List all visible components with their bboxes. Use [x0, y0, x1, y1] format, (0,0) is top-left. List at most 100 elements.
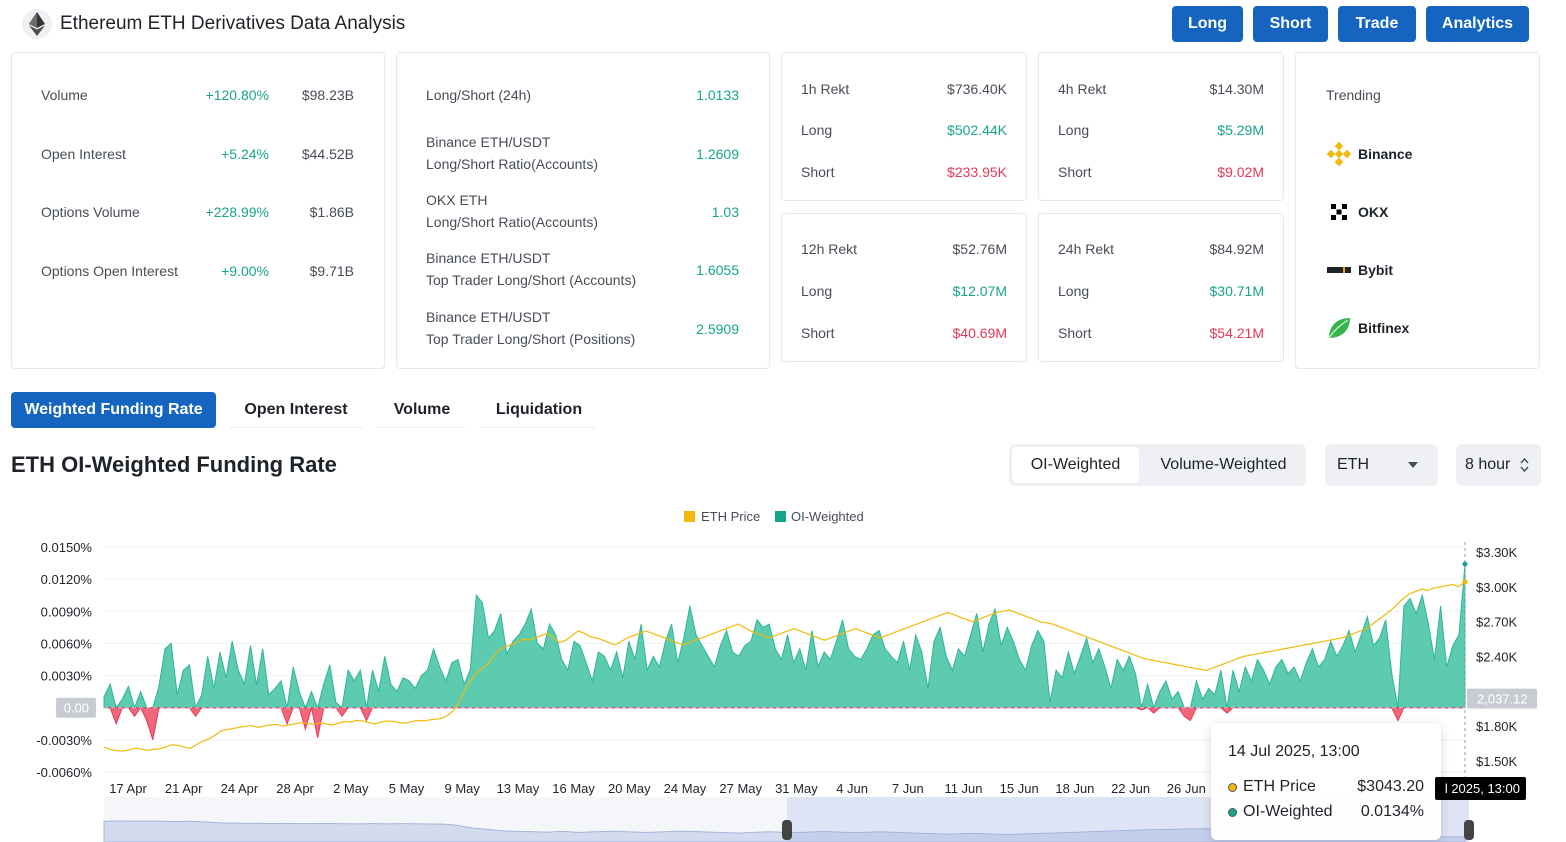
stat-value: $1.86B [309, 204, 354, 220]
ratio-label: Long/Short (24h) [426, 87, 532, 103]
y-right-tick-label: $2.40K [1476, 650, 1518, 665]
rekt-long-value: $12.07M [952, 283, 1007, 299]
rekt-long-value: $30.71M [1209, 283, 1264, 299]
market-stats-card: Volume +120.80% $98.23B Open Interest +5… [11, 52, 385, 369]
x-tick-label: 16 May [552, 781, 595, 796]
tab-open-interest[interactable]: Open Interest [229, 392, 363, 428]
x-tick-label: 17 Apr [109, 781, 147, 796]
x-tick-label: 18 Jun [1055, 781, 1094, 796]
legend-swatch-oi-weighted [775, 511, 786, 522]
y-tick-label: 0.0150% [41, 540, 93, 555]
oi-weighted-positive-area [103, 564, 1466, 710]
x-tick-label: 21 Apr [165, 781, 203, 796]
trending-item-label: Bitfinex [1358, 320, 1410, 336]
ratio-value: 1.0133 [696, 87, 739, 103]
ratio-value: 1.2609 [696, 146, 739, 162]
tooltip-series-value: $3043.20 [1357, 778, 1424, 795]
y-right-tick-label: $3.30K [1476, 545, 1518, 560]
chart-tooltip: 14 Jul 2025, 13:00 ETH Price $3043.20 OI… [1211, 723, 1441, 840]
rekt-short-value: $40.69M [952, 325, 1007, 341]
stat-value: $44.52B [301, 146, 354, 162]
tab-weighted-funding-rate[interactable]: Weighted Funding Rate [11, 392, 216, 428]
x-tick-label: 20 May [608, 781, 651, 796]
trending-item-bybit[interactable]: Bybit [1326, 257, 1393, 283]
tooltip-series-value: 0.0134% [1360, 803, 1424, 820]
zoom-handle-left [782, 820, 792, 840]
y-tick-label: 0.0030% [41, 669, 93, 684]
stat-change: +9.00% [221, 263, 269, 279]
ratio-value: 1.6055 [696, 262, 739, 278]
rekt-title: 4h Rekt [1058, 81, 1107, 97]
tooltip-row-price: ETH Price $3043.20 [1228, 778, 1424, 796]
x-tick-label: 24 May [664, 781, 707, 796]
stat-value: $98.23B [301, 87, 354, 103]
tooltip-date: 14 Jul 2025, 13:00 [1228, 743, 1360, 760]
y-axis-right: $3.30K $3.00K $2.70K $2.40K 2,037.12 $1.80K $1… [1467, 545, 1537, 769]
y-tick-label: 0.0060% [41, 636, 93, 651]
stat-change: +5.24% [221, 146, 269, 162]
trending-item-bitfinex[interactable]: Bitfinex [1326, 315, 1409, 341]
long-short-ratio-card: Long/Short (24h) 1.0133 Binance ETH/USDT… [396, 52, 770, 369]
y-tick-label: 0.00 [64, 701, 89, 716]
ratio-label: Binance ETH/USDT Long/Short Ratio(Account… [426, 134, 598, 172]
eth-price-line [103, 581, 1466, 752]
short-button[interactable]: Short [1253, 6, 1328, 42]
interval-select[interactable]: 8 hour [1456, 444, 1541, 486]
trending-item-label: Bybit [1358, 262, 1393, 278]
rekt-card-12h: 12h Rekt $52.76M Long $12.07M Short $40.69M [781, 213, 1027, 362]
rekt-long-label: Long [1058, 283, 1090, 299]
trending-item-binance[interactable]: Binance [1326, 141, 1412, 167]
rekt-total: $14.30M [1209, 81, 1264, 97]
y-tick-label: -0.0060% [36, 765, 92, 780]
rekt-title: 1h Rekt [801, 81, 850, 97]
bybit-logo-icon [1327, 267, 1351, 273]
ratio-label: OKX ETH Long/Short Ratio(Accounts) [426, 192, 598, 230]
coin-select[interactable]: ETH [1325, 444, 1438, 486]
trending-item-okx[interactable]: OKX [1326, 199, 1388, 225]
ratio-value: 1.03 [711, 204, 739, 220]
rekt-title: 24h Rekt [1058, 241, 1115, 257]
tab-volume[interactable]: Volume [378, 392, 466, 428]
okx-logo-icon [1331, 204, 1347, 220]
ratio-value: 2.5909 [696, 321, 739, 337]
trade-button[interactable]: Trade [1338, 6, 1416, 42]
rekt-long-label: Long [801, 122, 833, 138]
x-tick-label: 4 Jun [836, 781, 868, 796]
tooltip-row-funding: OI-Weighted 0.0134% [1228, 803, 1424, 821]
y-tick-label: -0.0030% [36, 733, 92, 748]
app-header: Ethereum ETH Derivatives Data Analysis [22, 6, 405, 42]
y-tick-label: 0.0120% [41, 572, 93, 587]
x-tick-label: 11 Jun [944, 781, 982, 796]
weighting-toggle: OI-Weighted Volume-Weighted [1009, 444, 1306, 486]
stat-label: Options Volume [41, 204, 140, 220]
bitfinex-logo-icon [1328, 318, 1350, 339]
volume-weighted-option[interactable]: Volume-Weighted [1160, 456, 1287, 473]
x-tick-label: 2 May [333, 781, 369, 796]
rekt-short-label: Short [1058, 164, 1092, 180]
analytics-button[interactable]: Analytics [1426, 6, 1529, 42]
tab-liquidation[interactable]: Liquidation [481, 392, 597, 428]
long-button[interactable]: Long [1172, 6, 1243, 42]
oi-weighted-option[interactable]: OI-Weighted [1012, 447, 1139, 483]
rekt-short-label: Short [1058, 325, 1092, 341]
chart-series [103, 542, 1468, 778]
funding-dot-icon [1228, 807, 1237, 817]
funding-hover-point [1462, 561, 1468, 567]
price-crosshair-label-bg [1467, 688, 1537, 709]
rekt-short-value: $54.21M [1209, 325, 1264, 341]
trending-card: Trending Binance OKX Bybit Bitfinex [1295, 52, 1540, 369]
caret-down-icon [1408, 462, 1418, 468]
y-right-tick-label: $2.70K [1476, 615, 1518, 630]
x-tick-label: 5 May [389, 781, 425, 796]
legend-label-oi-weighted: OI-Weighted [791, 509, 864, 524]
coin-select-value: ETH [1337, 456, 1369, 473]
chart-legend: ETH Price OI-Weighted [684, 509, 864, 524]
stat-change: +120.80% [205, 87, 269, 103]
interval-select-value: 8 hour [1465, 456, 1511, 473]
tooltip-series-name: OI-Weighted [1243, 803, 1333, 820]
rekt-long-value: $5.29M [1217, 122, 1264, 138]
trending-item-label: Binance [1358, 146, 1413, 162]
rekt-card-1h: 1h Rekt $736.40K Long $502.44K Short $233.9… [781, 52, 1027, 201]
ratio-label: Binance ETH/USDT Top Trader Long/Short (A… [426, 250, 637, 288]
y-axis-left: 0.0150% 0.0120% 0.0090% 0.0060% 0.0030% 0.00 -… [36, 540, 96, 780]
